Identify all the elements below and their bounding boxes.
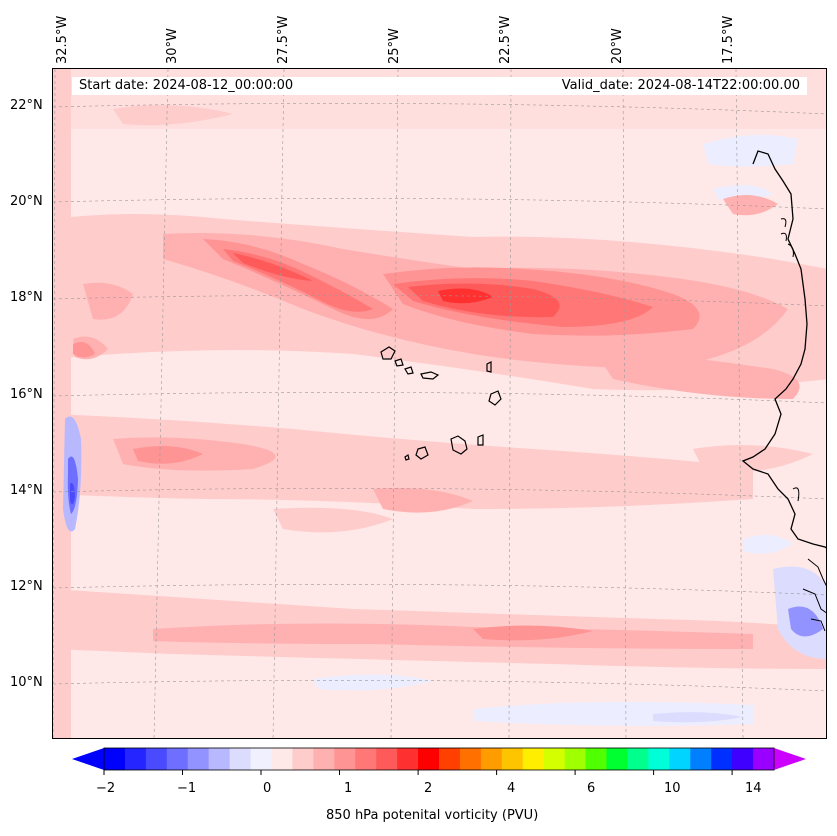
colorbar-under-triangle bbox=[72, 748, 104, 770]
colorbar-tick-label-14: 14 bbox=[745, 781, 762, 796]
valid-date-label: Valid_date: 2024-08-14T22:00:00.00 bbox=[561, 78, 800, 93]
colorbar-swatch bbox=[669, 748, 691, 770]
colorbar-swatch bbox=[711, 748, 733, 770]
colorbar-tick-label-10: 10 bbox=[664, 781, 681, 796]
colorbar-swatch bbox=[543, 748, 566, 770]
colorbar-swatch bbox=[104, 748, 126, 770]
colorbar-swatch bbox=[250, 748, 272, 770]
africa-coastline bbox=[741, 150, 826, 549]
coast-lagoons bbox=[780, 218, 826, 632]
colorbar-swatch bbox=[355, 748, 377, 770]
lon-label-30w: 30°W bbox=[165, 28, 180, 64]
start-date-label: Start date: 2024-08-12_00:00:00 bbox=[79, 78, 294, 93]
lat-label-22n: 22°N bbox=[10, 98, 43, 113]
colorbar-swatches bbox=[104, 748, 775, 770]
colorbar-tick-label-4: 4 bbox=[507, 781, 516, 796]
lat-label-14n: 14°N bbox=[10, 483, 43, 498]
colorbar-swatch bbox=[480, 748, 503, 770]
colorbar-swatch bbox=[418, 748, 440, 770]
colorbar-tick-label-m1: −1 bbox=[177, 781, 197, 796]
lon-label-17-5w: 17.5°W bbox=[721, 15, 736, 64]
colorbar-swatch bbox=[313, 748, 335, 770]
colorbar-swatch bbox=[564, 748, 587, 770]
colorbar-swatch bbox=[648, 748, 670, 770]
colorbar-swatch bbox=[501, 748, 524, 770]
colorbar-swatch bbox=[229, 748, 252, 770]
colorbar-swatch bbox=[459, 748, 482, 770]
colorbar-swatch bbox=[753, 748, 775, 770]
colorbar-swatch bbox=[376, 748, 398, 770]
colorbar-ticks bbox=[103, 770, 733, 775]
map-panel bbox=[52, 68, 827, 739]
colorbar-swatch bbox=[606, 748, 628, 770]
colorbar-outline bbox=[103, 747, 775, 771]
lat-label-10n: 10°N bbox=[10, 675, 43, 690]
colorbar-over-triangle bbox=[774, 748, 806, 770]
lon-label-22-5w: 22.5°W bbox=[498, 15, 513, 64]
negative-pv-southeast bbox=[653, 566, 826, 723]
lat-label-16n: 16°N bbox=[10, 387, 43, 402]
colorbar-swatch bbox=[585, 748, 607, 770]
colorbar-swatch bbox=[690, 748, 712, 770]
colorbar-swatch bbox=[627, 748, 649, 770]
colorbar-tick-label-6: 6 bbox=[587, 781, 596, 796]
colorbar-swatch bbox=[166, 748, 189, 770]
colorbar-swatch bbox=[292, 748, 314, 770]
colorbar-swatch bbox=[732, 748, 754, 770]
graticule bbox=[53, 69, 826, 738]
lon-label-32-5w: 32.5°W bbox=[55, 15, 70, 64]
colorbar-tick-label-1: 1 bbox=[344, 781, 353, 796]
lon-label-20w: 20°W bbox=[610, 28, 625, 64]
pv-band-level-6 bbox=[438, 288, 493, 304]
colorbar-swatch bbox=[145, 748, 168, 770]
colorbar-swatch bbox=[397, 748, 419, 770]
colorbar-tick-label-2: 2 bbox=[424, 781, 433, 796]
date-info-bar: Start date: 2024-08-12_00:00:00 Valid_da… bbox=[72, 77, 807, 95]
colorbar-tick-label-0: 0 bbox=[263, 781, 272, 796]
colorbar-swatch bbox=[187, 748, 210, 770]
lat-label-20n: 20°N bbox=[10, 194, 43, 209]
colorbar-swatch bbox=[124, 748, 147, 770]
pv-map bbox=[53, 69, 826, 738]
colorbar-title: 850 hPa potenital vorticity (PVU) bbox=[326, 808, 539, 823]
lat-label-12n: 12°N bbox=[10, 579, 43, 594]
colorbar bbox=[72, 747, 806, 775]
colorbar-swatch bbox=[439, 748, 461, 770]
colorbar-tick-label-m2: −2 bbox=[96, 781, 116, 796]
colorbar-swatch bbox=[334, 748, 356, 770]
colorbar-swatch bbox=[271, 748, 293, 770]
cape-verde-islands bbox=[380, 346, 502, 461]
lon-label-25w: 25°W bbox=[387, 28, 402, 64]
negative-pv-14n bbox=[63, 416, 82, 532]
lon-label-27-5w: 27.5°W bbox=[276, 15, 291, 64]
lat-label-18n: 18°N bbox=[10, 290, 43, 305]
colorbar-swatch bbox=[522, 748, 545, 770]
colorbar-swatch bbox=[208, 748, 231, 770]
